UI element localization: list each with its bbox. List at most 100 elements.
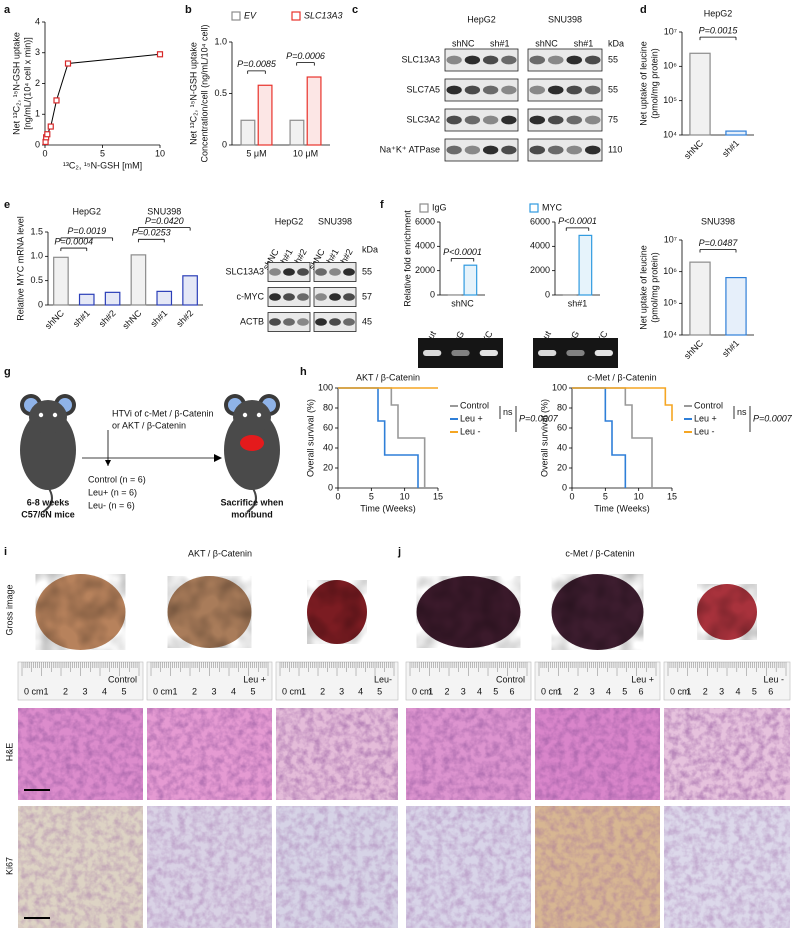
y-axis-label: Net uptake of leucine bbox=[638, 41, 648, 126]
blot-band bbox=[529, 145, 546, 155]
y-tick-label: 1.5 bbox=[30, 226, 43, 236]
x-tick-label: sh#1 bbox=[720, 338, 741, 359]
chart-title: c-Met / β-Catenin bbox=[587, 372, 656, 382]
ruler-number: 2 bbox=[574, 686, 579, 696]
blot-band bbox=[547, 85, 564, 95]
data-point bbox=[53, 97, 60, 104]
survival-curve bbox=[338, 387, 426, 488]
x-tick-label: sh#1 bbox=[71, 308, 92, 329]
group-label: Leu+ (n = 6) bbox=[88, 487, 137, 497]
panel-letter: h bbox=[300, 366, 307, 378]
blot-band bbox=[329, 318, 341, 326]
p-value: P=0.0085 bbox=[237, 59, 277, 69]
y-axis-label: [ng/mL/(10⁴ cell x min)] bbox=[22, 37, 32, 129]
bar bbox=[53, 256, 69, 306]
p-value: P=0.0253 bbox=[132, 228, 171, 238]
y-tick-label: 10⁴ bbox=[663, 329, 677, 339]
cell-line-label: HepG2 bbox=[467, 14, 496, 24]
chart-title: SNU398 bbox=[701, 216, 735, 226]
y-tick-label: 20 bbox=[557, 462, 567, 472]
gel-band bbox=[566, 350, 585, 356]
ruler-number: 3 bbox=[339, 686, 344, 696]
blot-strip bbox=[444, 78, 519, 102]
ruler-label: Leu - bbox=[763, 674, 784, 684]
y-tick-label: 0 bbox=[222, 139, 227, 149]
mouse-label: 6-8 weeks bbox=[27, 497, 70, 507]
blot-strip bbox=[444, 138, 519, 162]
y-tick-label: 2000 bbox=[530, 265, 550, 275]
legend-label: Leu + bbox=[460, 413, 483, 423]
endpoint-label: moribund bbox=[231, 509, 273, 519]
annotation: P=0.0007 bbox=[519, 413, 559, 423]
blot-band bbox=[283, 318, 295, 326]
blot-strip bbox=[527, 48, 603, 72]
bar bbox=[130, 254, 147, 306]
blot-band bbox=[482, 85, 499, 95]
blot-band bbox=[482, 115, 499, 125]
y-tick-label: 100 bbox=[552, 382, 567, 392]
cell-line-label: SNU398 bbox=[318, 216, 352, 226]
legend-swatch bbox=[419, 203, 429, 213]
x-tick-label: 0 bbox=[569, 491, 574, 501]
bar bbox=[257, 84, 273, 146]
legend-label: SLC13A3 bbox=[304, 10, 343, 20]
ruler-number: 6 bbox=[639, 686, 644, 696]
protein-label: SLC13A3 bbox=[225, 266, 264, 276]
blot-band bbox=[501, 85, 517, 95]
legend-label: Leu - bbox=[694, 426, 715, 436]
ruler-number: 0 cm bbox=[412, 686, 432, 696]
gross-liver-texture bbox=[307, 580, 367, 644]
blot-band bbox=[297, 318, 309, 326]
ruler-number: 6 bbox=[510, 686, 515, 696]
ruler-number: 0 cm bbox=[24, 686, 44, 696]
protein-label: SLC3A2 bbox=[406, 114, 440, 124]
y-tick-label: 2000 bbox=[415, 265, 435, 275]
ruler-number: 4 bbox=[358, 686, 363, 696]
bar bbox=[78, 293, 95, 306]
panel-title: c-Met / β-Catenin bbox=[565, 548, 634, 558]
x-axis-label: Time (Weeks) bbox=[360, 503, 416, 513]
panel-title: AKT / β-Catenin bbox=[188, 548, 252, 558]
mouse-eye bbox=[52, 412, 58, 418]
ruler-number: 2 bbox=[445, 686, 450, 696]
ruler-label: Leu + bbox=[631, 674, 654, 684]
p-value: P=0.0004 bbox=[54, 236, 93, 246]
data-point bbox=[44, 131, 51, 138]
y-tick-label: 0 bbox=[328, 482, 333, 492]
y-tick-label: 80 bbox=[323, 402, 333, 412]
blot-band bbox=[315, 293, 327, 301]
kda-value: 57 bbox=[362, 291, 372, 301]
legend-swatch bbox=[291, 11, 301, 21]
blot-strip bbox=[527, 108, 603, 132]
y-tick-label: 60 bbox=[323, 422, 333, 432]
blot-band bbox=[329, 293, 341, 301]
lane-label: sh#1 bbox=[574, 38, 594, 48]
ruler-number: 1 bbox=[44, 686, 49, 696]
blot-band bbox=[482, 55, 499, 65]
y-tick-label: 0 bbox=[35, 139, 40, 149]
ruler-number: 5 bbox=[377, 686, 382, 696]
ruler-number: 0 cm bbox=[282, 686, 302, 696]
ruler-number: 3 bbox=[461, 686, 466, 696]
y-tick-label: 2 bbox=[35, 78, 40, 88]
bar bbox=[463, 264, 478, 296]
x-tick-label: 10 μM bbox=[293, 148, 318, 158]
blot-band bbox=[501, 115, 517, 125]
x-tick-label: sh#2 bbox=[97, 308, 118, 329]
y-axis-label: Net ¹³C₂, ¹⁵N-GSH uptake bbox=[11, 32, 21, 135]
ruler-number: 4 bbox=[102, 686, 107, 696]
y-tick-label: 0.5 bbox=[214, 88, 227, 98]
legend-label: Leu + bbox=[694, 413, 717, 423]
lane-label: shNC bbox=[535, 38, 558, 48]
tumor bbox=[240, 435, 264, 451]
legend-label: Control bbox=[460, 400, 489, 410]
blot-band bbox=[343, 318, 355, 326]
y-tick-label: 10⁷ bbox=[664, 234, 677, 244]
ruler-number: 1 bbox=[173, 686, 178, 696]
y-tick-label: 0 bbox=[430, 289, 435, 299]
ruler-number: 4 bbox=[477, 686, 482, 696]
y-tick-label: 20 bbox=[323, 462, 333, 472]
x-tick-label: 0 bbox=[335, 491, 340, 501]
